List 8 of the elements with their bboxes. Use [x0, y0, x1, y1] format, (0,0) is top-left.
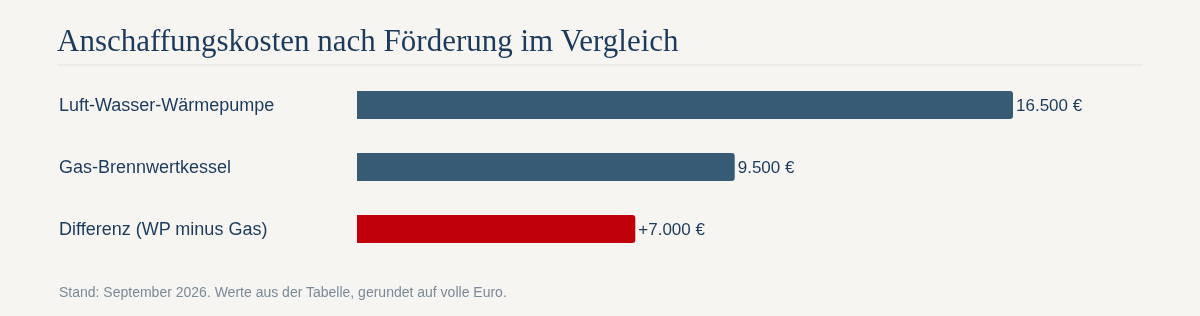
data-label: +7.000 €	[638, 219, 706, 239]
data-label: 16.500 €	[1016, 95, 1083, 115]
chart-title: Anschaffungskosten nach Förderung im Vergleich	[57, 22, 680, 58]
data-label: 9.500 €	[737, 157, 795, 177]
text: Stand: September 2026. Werte aus der Tabelle, gerundet auf volle Euro.	[59, 284, 507, 300]
y-tick-label: Gas-Brennwertkessel	[59, 157, 232, 177]
y-tick-label: Differenz (WP minus Gas)	[59, 219, 268, 239]
y-tick-label: Luft-Wasser-Wärmepumpe	[59, 95, 275, 115]
